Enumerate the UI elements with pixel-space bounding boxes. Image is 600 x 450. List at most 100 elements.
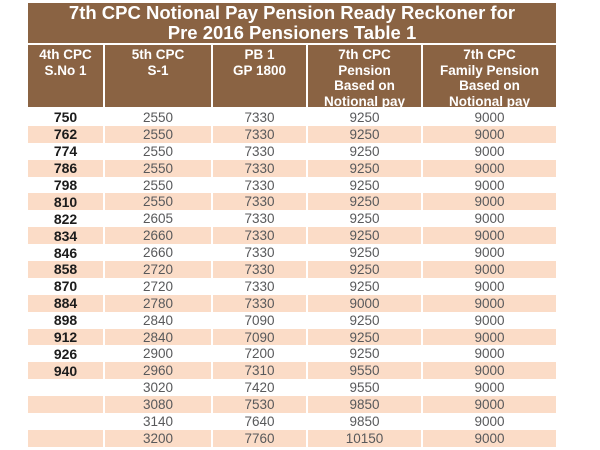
table-row: 870 2720 7330 9250 9000 (28, 277, 556, 295)
table-cell: 926 (28, 345, 105, 363)
table-cell: 774 (28, 142, 105, 160)
table-cell: 912 (28, 328, 105, 346)
table-row: 3140 7640 9850 9000 (28, 413, 556, 430)
header-col-7th-cpc-pension: 7th CPC Pension Based on Notional pay (308, 45, 423, 109)
table-row: 3020 7420 9550 9000 (28, 379, 556, 397)
table-row: 822 2605 7330 9250 9000 (28, 210, 556, 228)
table-cell: 9000 (423, 396, 556, 414)
table-cell: 2550 (105, 109, 213, 126)
table-cell: 2900 (105, 345, 213, 363)
table-cell: 2660 (105, 244, 213, 262)
table-cell: 2960 (105, 362, 213, 380)
table-cell: 9000 (423, 294, 556, 312)
table-cell: 9000 (423, 328, 556, 346)
table-cell: 7330 (213, 244, 308, 262)
table-cell: 9850 (308, 396, 423, 414)
table-title-line2: Pre 2016 Pensioners Table 1 (167, 22, 417, 43)
table-cell: 7310 (213, 362, 308, 380)
table-cell: 9000 (423, 429, 556, 447)
table-cell: 7090 (213, 328, 308, 346)
table-cell: 898 (28, 311, 105, 329)
table-cell: 2550 (105, 159, 213, 177)
table-cell: 7330 (213, 210, 308, 228)
table-cell: 9000 (308, 294, 423, 312)
table-cell: 9250 (308, 261, 423, 278)
table-cell: 750 (28, 109, 105, 126)
table-row: 810 2550 7330 9250 9000 (28, 193, 556, 211)
table-cell: 2660 (105, 227, 213, 245)
table-cell: 9000 (423, 244, 556, 262)
table-cell: 9000 (423, 379, 556, 397)
table-row: 834 2660 7330 9250 9000 (28, 227, 556, 245)
table-cell: 822 (28, 210, 105, 228)
table-cell: 2720 (105, 277, 213, 295)
table-cell: 9000 (423, 227, 556, 245)
table-cell: 7330 (213, 142, 308, 160)
table-cell: 9000 (423, 176, 556, 194)
table-cell: 786 (28, 159, 105, 177)
table-cell: 9000 (423, 362, 556, 380)
table-cell: 940 (28, 362, 105, 380)
table-cell: 9000 (423, 311, 556, 329)
table-cell: 9250 (308, 345, 423, 363)
table-row: 846 2660 7330 9250 9000 (28, 244, 556, 262)
table-cell: 9250 (308, 159, 423, 177)
table-cell: 7330 (213, 109, 308, 126)
table-cell: 9000 (423, 413, 556, 430)
table-row: 940 2960 7310 9550 9000 (28, 362, 556, 380)
table-cell: 9250 (308, 210, 423, 228)
table-cell: 9000 (423, 261, 556, 278)
table-row: 926 2900 7200 9250 9000 (28, 345, 556, 363)
table-cell: 2550 (105, 142, 213, 160)
table-cell: 9250 (308, 125, 423, 143)
table-cell: 10150 (308, 429, 423, 447)
table-cell: 7330 (213, 159, 308, 177)
table-cell: 798 (28, 176, 105, 194)
table-row: 762 2550 7330 9250 9000 (28, 125, 556, 143)
table-cell: 9000 (423, 210, 556, 228)
table-cell: 2780 (105, 294, 213, 312)
table-cell: 3080 (105, 396, 213, 414)
table-cell: 7640 (213, 413, 308, 430)
table-row: 774 2550 7330 9250 9000 (28, 142, 556, 160)
table-cell: 2550 (105, 125, 213, 143)
table-cell: 9250 (308, 227, 423, 245)
table-cell: 9250 (308, 109, 423, 126)
table-cell: 9000 (423, 142, 556, 160)
table-cell: 7330 (213, 176, 308, 194)
table-cell: 2550 (105, 193, 213, 211)
table-cell: 2840 (105, 311, 213, 329)
header-col-7th-cpc-family-pension: 7th CPC Family Pension Based on Notional… (423, 45, 556, 109)
table-cell: 762 (28, 125, 105, 143)
table-title-line1: 7th CPC Notional Pay Pension Ready Recko… (68, 2, 516, 23)
table-cell: 9000 (423, 109, 556, 126)
table-row: 912 2840 7090 9250 9000 (28, 328, 556, 346)
header-col-pb1-gp1800: PB 1 GP 1800 (213, 45, 308, 107)
table-cell: 7760 (213, 429, 308, 447)
table-cell: 870 (28, 277, 105, 295)
table-cell: 9000 (423, 345, 556, 363)
table-cell: 884 (28, 294, 105, 312)
table-cell: 9250 (308, 277, 423, 295)
table-header-row: 4th CPC S.No 1 5th CPC S-1 PB 1 GP 1800 7th… (28, 45, 556, 109)
table-cell (28, 396, 105, 414)
table-cell: 7330 (213, 261, 308, 278)
table-cell: 3020 (105, 379, 213, 397)
table-row: 786 2550 7330 9250 9000 (28, 159, 556, 177)
table-cell: 3140 (105, 413, 213, 430)
table-row: 750 2550 7330 9250 9000 (28, 109, 556, 126)
table-cell: 9000 (423, 125, 556, 143)
table-cell: 858 (28, 261, 105, 278)
table-cell: 9550 (308, 362, 423, 380)
table-cell: 2605 (105, 210, 213, 228)
table-cell: 9250 (308, 142, 423, 160)
table-cell: 7090 (213, 311, 308, 329)
table-cell: 7330 (213, 294, 308, 312)
table-cell: 7330 (213, 227, 308, 245)
table-cell: 846 (28, 244, 105, 262)
table-row: 884 2780 7330 9000 9000 (28, 294, 556, 312)
table-cell: 9550 (308, 379, 423, 397)
table-cell: 9250 (308, 176, 423, 194)
table-cell: 2840 (105, 328, 213, 346)
table-title: 7th CPC Notional Pay Pension Ready Recko… (28, 3, 556, 45)
